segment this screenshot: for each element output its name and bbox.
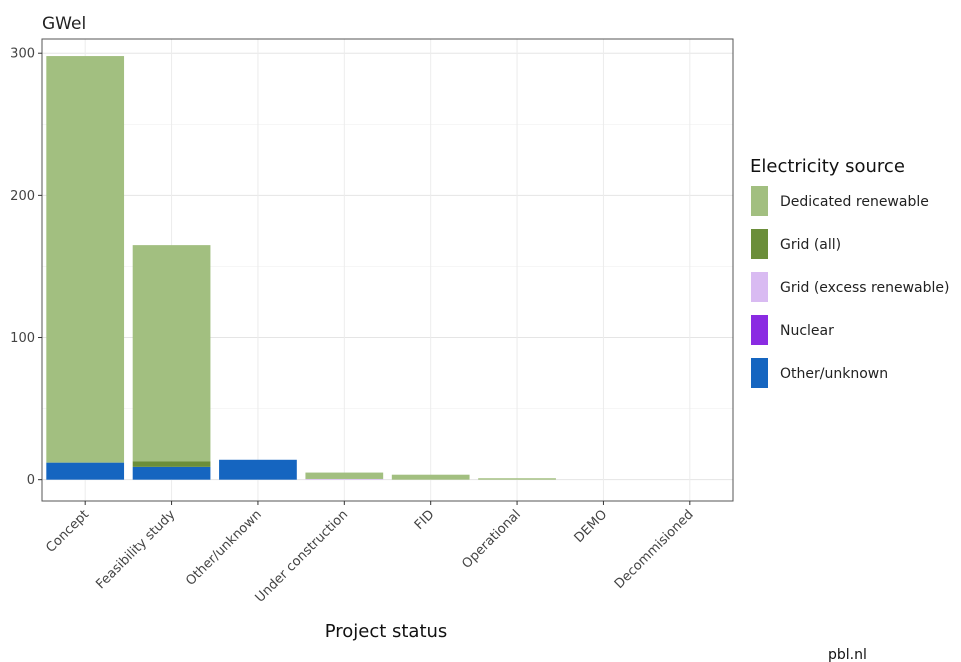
- x-tick-label: DEMO: [572, 507, 611, 546]
- legend-label: Dedicated renewable: [780, 194, 929, 210]
- x-tick-label: Decommisioned: [612, 507, 697, 592]
- bars: [46, 56, 556, 480]
- y-axis-title: GWel: [42, 14, 86, 34]
- legend-key: [751, 229, 768, 259]
- legend-label: Other/unknown: [780, 366, 888, 382]
- bar-segment: [305, 478, 384, 480]
- bar-segment: [46, 56, 125, 463]
- x-tick-label: Concept: [43, 507, 92, 556]
- x-tick-label: Feasibility study: [93, 507, 178, 592]
- legend-key: [751, 315, 768, 345]
- y-tick-label: 200: [10, 189, 35, 204]
- legend: Electricity source Dedicated renewable Gr…: [750, 156, 949, 388]
- bar-segment: [46, 462, 125, 480]
- legend-label: Nuclear: [780, 323, 834, 339]
- y-axis: 0 100 200 300: [10, 47, 42, 488]
- bar-segment: [132, 466, 211, 480]
- x-axis-title: Project status: [325, 621, 448, 642]
- y-tick-label: 300: [10, 47, 35, 62]
- source-label: pbl.nl: [828, 647, 867, 662]
- legend-label: Grid (excess renewable): [780, 280, 949, 296]
- bar-segment: [391, 474, 470, 480]
- legend-key: [751, 272, 768, 302]
- bar-segment: [478, 478, 556, 480]
- bar-segment: [132, 461, 211, 467]
- grid: [42, 39, 733, 501]
- bar-segment: [132, 245, 211, 462]
- x-tick-label: FID: [412, 507, 438, 533]
- legend-label: Grid (all): [780, 237, 841, 253]
- y-tick-label: 100: [10, 331, 35, 346]
- legend-key: [751, 186, 768, 216]
- bar-segment: [305, 472, 384, 479]
- x-axis: Concept Feasibility study Other/unknownUnd…: [43, 501, 697, 606]
- bar-segment: [219, 459, 297, 480]
- plot-panel: [41, 38, 734, 502]
- y-tick-label: 0: [27, 473, 35, 488]
- x-tick-label: Under construction: [253, 507, 352, 606]
- legend-title: Electricity source: [750, 156, 905, 177]
- legend-key: [751, 358, 768, 388]
- x-tick-label: Other/unknown: [183, 507, 265, 589]
- x-tick-label: Operational: [459, 507, 524, 572]
